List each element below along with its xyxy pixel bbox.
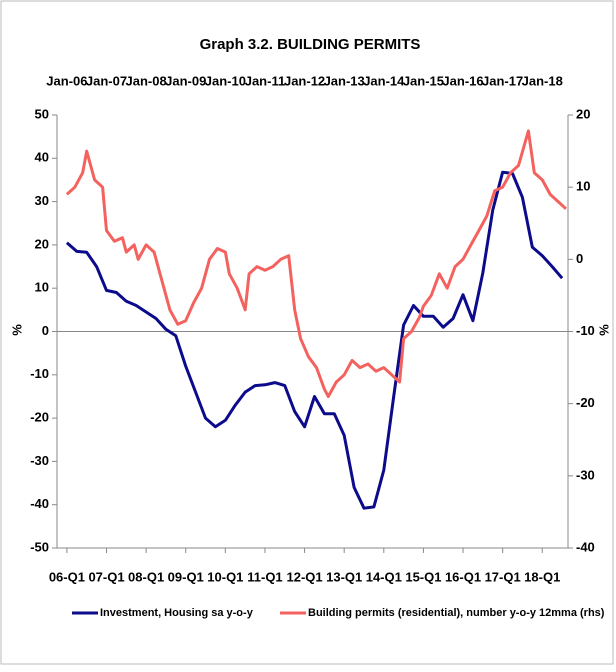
series-line: [65, 129, 568, 398]
x-tick-label: 14-Q1: [366, 569, 402, 584]
x2-tick-label: Jan-17: [482, 73, 523, 88]
x2-tick-label: Jan-11: [245, 73, 285, 88]
x-tick-label: 08-Q1: [128, 569, 164, 584]
x-tick-label: 13-Q1: [326, 569, 362, 584]
y-tick-label: 20: [35, 236, 49, 251]
y2-tick-label: -20: [576, 395, 595, 410]
x2-tick-label: Jan-14: [363, 73, 405, 88]
x-tick-label: 16-Q1: [445, 569, 481, 584]
x-tick-label: 11-Q1: [247, 569, 282, 584]
legend-label: Investment, Housing sa y-o-y: [100, 607, 254, 619]
x-tick-label: 15-Q1: [405, 569, 441, 584]
legend-label: Building permits (residential), number y…: [308, 607, 605, 619]
y-tick-label: -10: [30, 366, 49, 381]
y2-tick-label: 0: [576, 251, 583, 266]
y-tick-label: -20: [30, 410, 49, 425]
y-tick-label: 10: [35, 280, 49, 295]
x-tick-label: 18-Q1: [524, 569, 560, 584]
y2-tick-label: -30: [576, 467, 595, 482]
x2-tick-label: Jan-12: [284, 73, 325, 88]
y-axis-label: %: [9, 324, 24, 336]
y2-tick-label: -40: [576, 539, 595, 554]
chart-title: Graph 3.2. BUILDING PERMITS: [200, 36, 421, 53]
x-tick-label: 06-Q1: [49, 569, 85, 584]
y2-tick-label: 20: [576, 106, 590, 121]
y-tick-label: -50: [30, 539, 49, 554]
x2-tick-label: Jan-15: [403, 73, 444, 88]
x2-tick-label: Jan-10: [205, 73, 246, 88]
x-tick-label: 10-Q1: [207, 569, 243, 584]
x-tick-label: 07-Q1: [88, 569, 124, 584]
x2-tick-label: Jan-16: [442, 73, 483, 88]
y-tick-label: -30: [30, 453, 49, 468]
x2-tick-label: Jan-13: [324, 73, 365, 88]
y-tick-label: 0: [42, 323, 49, 338]
y2-tick-label: 10: [576, 179, 590, 194]
y-tick-label: 30: [35, 193, 49, 208]
series-line: [65, 170, 564, 510]
x-tick-label: 09-Q1: [168, 569, 204, 584]
x-tick-label: 12-Q1: [287, 569, 323, 584]
x2-tick-label: Jan-09: [165, 73, 206, 88]
x2-tick-label: Jan-08: [126, 73, 167, 88]
y-tick-label: -40: [30, 496, 49, 511]
x2-tick-label: Jan-07: [86, 73, 127, 88]
y-tick-label: 50: [35, 106, 49, 121]
y2-tick-label: -10: [576, 323, 595, 338]
x-tick-label: 17-Q1: [485, 569, 521, 584]
x2-tick-label: Jan-18: [522, 73, 563, 88]
y-tick-label: 40: [35, 150, 49, 165]
y2-axis-label: %: [597, 324, 612, 336]
x2-tick-label: Jan-06: [46, 73, 87, 88]
